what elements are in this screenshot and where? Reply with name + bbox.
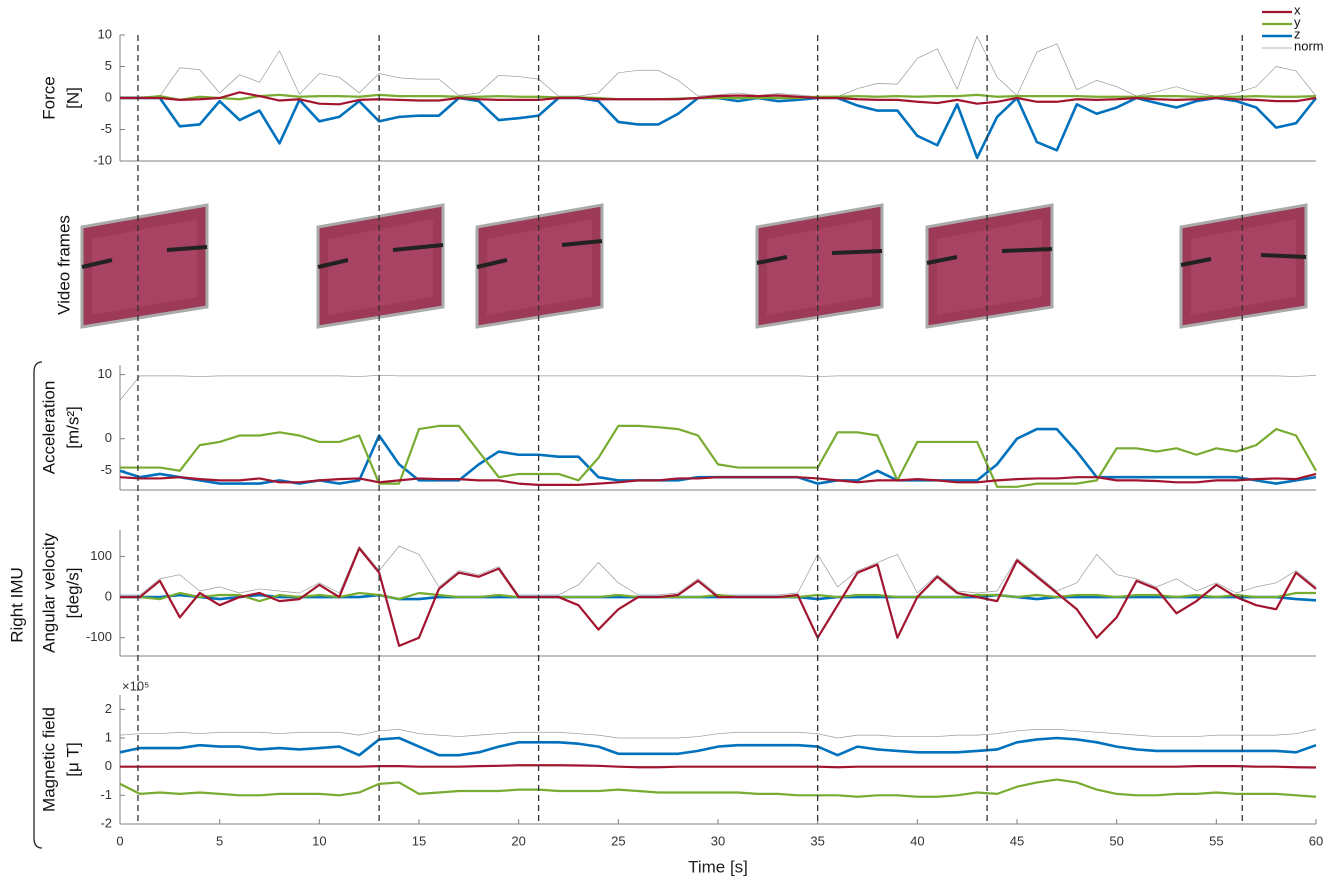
video-frame bbox=[82, 205, 207, 327]
x-tick-label: 40 bbox=[910, 833, 924, 848]
group-label: Right IMU bbox=[7, 567, 26, 643]
y-tick-label: -10 bbox=[93, 152, 112, 167]
x-tick-label: 25 bbox=[611, 833, 625, 848]
x-tick-label: 55 bbox=[1209, 833, 1223, 848]
x-tick-label: 15 bbox=[412, 833, 426, 848]
y-tick-label: 10 bbox=[98, 366, 112, 381]
y-tick-label: -100 bbox=[86, 629, 112, 644]
y-axis-label: Acceleration bbox=[39, 381, 58, 475]
x-tick-label: 50 bbox=[1109, 833, 1123, 848]
video-frames bbox=[82, 205, 1306, 327]
y-tick-label: 5 bbox=[105, 58, 112, 73]
series-line bbox=[120, 98, 1316, 158]
y-tick-label: -1 bbox=[100, 787, 112, 802]
video-label: Video frames bbox=[54, 215, 73, 315]
y-tick-label: -5 bbox=[100, 121, 112, 136]
series-line bbox=[120, 780, 1316, 797]
y-tick-label: 0 bbox=[105, 430, 112, 445]
y-axis-label: Angular velocity bbox=[39, 533, 58, 654]
video-frame bbox=[318, 205, 443, 327]
y-axis-label: Force bbox=[39, 76, 58, 119]
x-axis-label: Time [s] bbox=[688, 857, 748, 876]
y-tick-label: 100 bbox=[90, 548, 112, 563]
video-frame bbox=[757, 205, 882, 327]
y-tick-label: 0 bbox=[105, 758, 112, 773]
series-line bbox=[120, 375, 1316, 400]
series-line bbox=[120, 429, 1316, 483]
video-frame bbox=[1181, 205, 1306, 327]
series-line bbox=[120, 36, 1316, 96]
x-tick-label: 20 bbox=[511, 833, 525, 848]
y-tick-label: 10 bbox=[98, 26, 112, 41]
y-tick-label: 2 bbox=[105, 701, 112, 716]
series-line bbox=[120, 546, 1316, 595]
x-tick-label: 35 bbox=[810, 833, 824, 848]
x-tick-label: 5 bbox=[216, 833, 223, 848]
y-axis-label: [N] bbox=[63, 87, 82, 109]
y-tick-label: 0 bbox=[105, 89, 112, 104]
y-axis-label: [m/s²] bbox=[63, 406, 82, 449]
y-tick-label: 1 bbox=[105, 729, 112, 744]
y-tick-label: -5 bbox=[100, 462, 112, 477]
series-line bbox=[120, 738, 1316, 755]
legend-label: norm bbox=[1294, 38, 1324, 53]
y-axis-label: [μ T] bbox=[63, 742, 82, 776]
x-tick-label: 45 bbox=[1010, 833, 1024, 848]
y-tick-label: -2 bbox=[100, 815, 112, 830]
video-frame bbox=[927, 205, 1052, 327]
y-axis-label: [deg/s] bbox=[63, 567, 82, 618]
y-multiplier: ×10⁵ bbox=[122, 678, 149, 693]
y-tick-label: 0 bbox=[105, 589, 112, 604]
series-line bbox=[120, 474, 1316, 485]
y-axis-label: Magnetic field bbox=[39, 707, 58, 812]
x-tick-label: 30 bbox=[711, 833, 725, 848]
video-frame bbox=[477, 205, 602, 327]
x-tick-label: 0 bbox=[116, 833, 123, 848]
x-tick-label: 10 bbox=[312, 833, 326, 848]
x-tick-label: 60 bbox=[1309, 833, 1323, 848]
series-line bbox=[120, 765, 1316, 767]
figure: Video frames Right IMU -10-50510Force[N]… bbox=[0, 0, 1331, 880]
series-line bbox=[120, 729, 1316, 738]
